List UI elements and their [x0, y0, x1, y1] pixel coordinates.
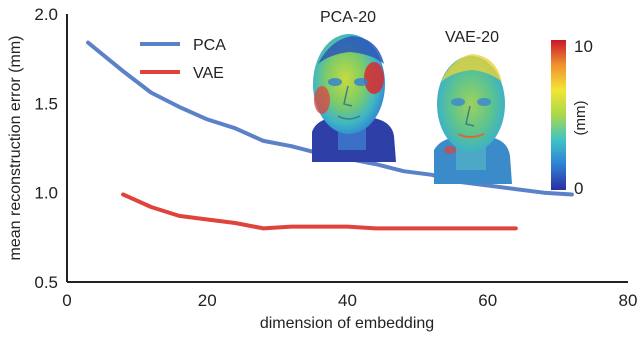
inset-vae-20: VAE-20 [434, 29, 512, 184]
x-tick-label: 80 [619, 291, 638, 310]
x-axis-label: dimension of embedding [260, 315, 434, 332]
y-tick-label: 0.5 [34, 273, 58, 292]
legend-label-pca: PCA [193, 37, 226, 54]
x-tick-labels: 0 20 40 60 80 [62, 291, 637, 310]
axes [66, 14, 628, 283]
y-axis-label: mean reconstruction error (mm) [7, 36, 24, 261]
inset-title-vae-20: VAE-20 [445, 29, 499, 46]
x-tick-label: 60 [478, 291, 497, 310]
y-tick-label: 1.5 [34, 94, 58, 113]
legend-label-vae: VAE [193, 65, 224, 82]
legend: PCA VAE [140, 37, 226, 82]
inset-title-pca-20: PCA-20 [320, 9, 376, 26]
colorbar-unit-label: (mm) [572, 101, 589, 136]
colorbar: 10 0 (mm) [551, 37, 593, 198]
face-render-vae-20 [434, 54, 512, 184]
x-tick-label: 40 [338, 291, 357, 310]
x-tick-label: 20 [198, 291, 217, 310]
face-render-pca-20 [312, 34, 396, 162]
colorbar-max-label: 10 [574, 37, 593, 56]
x-tick-label: 0 [62, 291, 71, 310]
y-tick-labels: 0.5 1.0 1.5 2.0 [34, 5, 58, 292]
colorbar-min-label: 0 [574, 179, 583, 198]
series-line-vae [121, 192, 518, 231]
colorbar-gradient [551, 40, 566, 190]
y-tick-label: 1.0 [34, 184, 58, 203]
y-tick-label: 2.0 [34, 5, 58, 24]
inset-pca-20: PCA-20 [312, 9, 396, 162]
